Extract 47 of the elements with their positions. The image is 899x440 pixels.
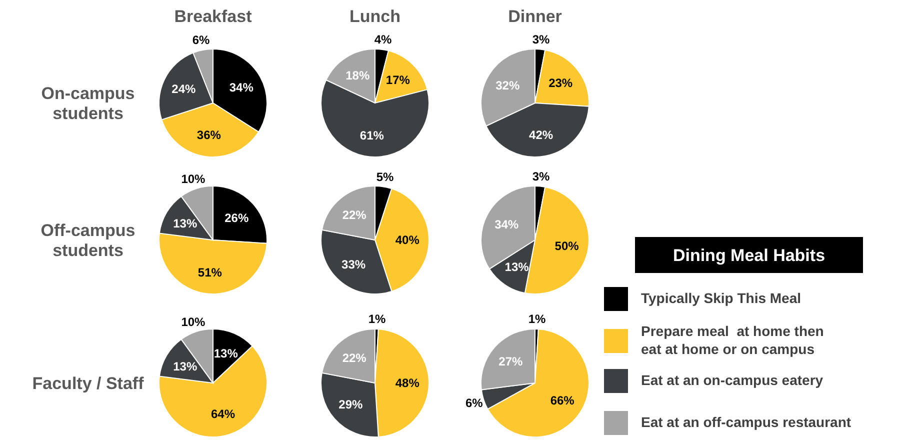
legend-label: Eat at an off-campus restaurant: [641, 414, 852, 430]
text: Faculty / Staff: [32, 374, 144, 393]
legend-title: Dining Meal Habits: [672, 246, 826, 265]
data-label: 40%: [395, 233, 420, 247]
data-label: 5%: [376, 170, 394, 184]
data-label: 18%: [346, 68, 370, 83]
legend-label: Eat at an on-campus eatery: [641, 372, 824, 388]
data-label: 13%: [504, 260, 530, 274]
data-label: 61%: [360, 128, 384, 142]
data-label: 36%: [196, 128, 222, 142]
data-label: 27%: [498, 354, 524, 369]
data-label: 6%: [192, 33, 210, 48]
data-label: 29%: [338, 397, 364, 412]
data-label: 1%: [528, 312, 546, 326]
data-label: 4%: [374, 32, 392, 47]
data-label: 51%: [198, 265, 222, 280]
legend-label: Prepare meal at home then eat at home or on campus: [641, 323, 824, 357]
legend-label: Typically Skip This Meal: [641, 290, 802, 306]
text: Off-campus students: [40, 221, 136, 260]
data-label: 50%: [554, 239, 580, 254]
data-label: 33%: [342, 257, 366, 272]
data-label: 66%: [550, 393, 575, 408]
chart-title: Breakfast: [174, 7, 252, 26]
data-label: 10%: [181, 172, 206, 186]
chart-title: Dinner: [508, 7, 562, 26]
text: On-campus students: [41, 84, 135, 123]
data-label: 13%: [214, 346, 238, 360]
data-label: 32%: [496, 78, 520, 93]
chart-title: Lunch: [350, 7, 400, 26]
data-label: 64%: [210, 406, 236, 421]
data-label: 23%: [548, 76, 573, 90]
data-label: 34%: [229, 80, 254, 94]
data-label: 3%: [532, 32, 550, 46]
data-label: 10%: [181, 315, 206, 330]
data-label: 26%: [224, 210, 249, 225]
data-label: 3%: [532, 169, 550, 184]
data-label: 6%: [465, 396, 484, 410]
data-label: 17%: [386, 73, 410, 88]
data-label: 34%: [494, 217, 519, 232]
data-label: 1%: [368, 312, 386, 326]
data-label: 13%: [173, 216, 198, 231]
data-label: 13%: [173, 360, 198, 374]
data-label: 24%: [172, 82, 196, 96]
data-label: 48%: [395, 376, 420, 390]
data-label: 22%: [342, 351, 367, 366]
data-label: 42%: [529, 128, 554, 142]
data-label: 22%: [342, 208, 367, 222]
